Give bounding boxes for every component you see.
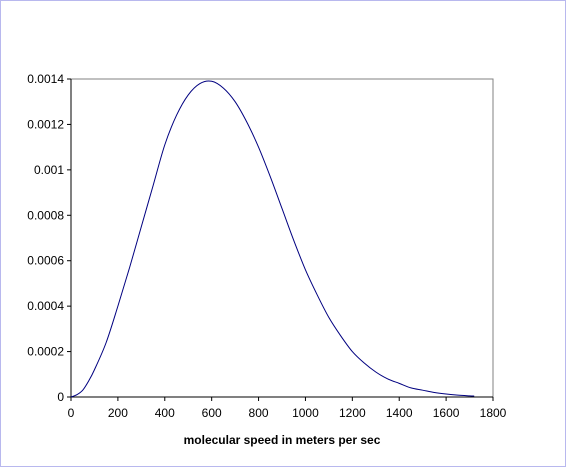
series-layer [70, 80, 475, 398]
y-tick-label: 0.0002 [27, 345, 64, 359]
y-axis: 0 0.0002 0.0004 0.0006 0.0008 0.001 0.0012 0.00… [27, 72, 72, 404]
plot-frame [70, 78, 494, 398]
plot-area [70, 78, 494, 398]
x-tick-label: 1800 [480, 406, 507, 420]
x-axis: 0 200 400 600 800 1000 1200 1400 1600 1800 [68, 396, 507, 420]
series-line [70, 80, 475, 398]
x-tick-label: 1000 [292, 406, 319, 420]
y-tick-label: 0.0014 [27, 72, 64, 86]
x-tick-label: 1400 [386, 406, 413, 420]
y-tick-label: 0.001 [34, 163, 64, 177]
y-tick-label: 0.0012 [27, 117, 64, 131]
x-tick-label: 200 [108, 406, 128, 420]
y-tick-label: 0.0004 [27, 299, 64, 313]
y-tick-label: 0.0008 [27, 208, 64, 222]
x-tick-label: 400 [155, 406, 175, 420]
x-tick-label: 0 [68, 406, 75, 420]
x-tick-label: 800 [249, 406, 269, 420]
x-tick-label: 1600 [433, 406, 460, 420]
y-tick-label: 0 [57, 390, 64, 404]
y-tick-label: 0.0006 [27, 254, 64, 268]
x-axis-title: molecular speed in meters per sec [184, 433, 381, 447]
x-tick-label: 1200 [339, 406, 366, 420]
x-tick-label: 600 [202, 406, 222, 420]
